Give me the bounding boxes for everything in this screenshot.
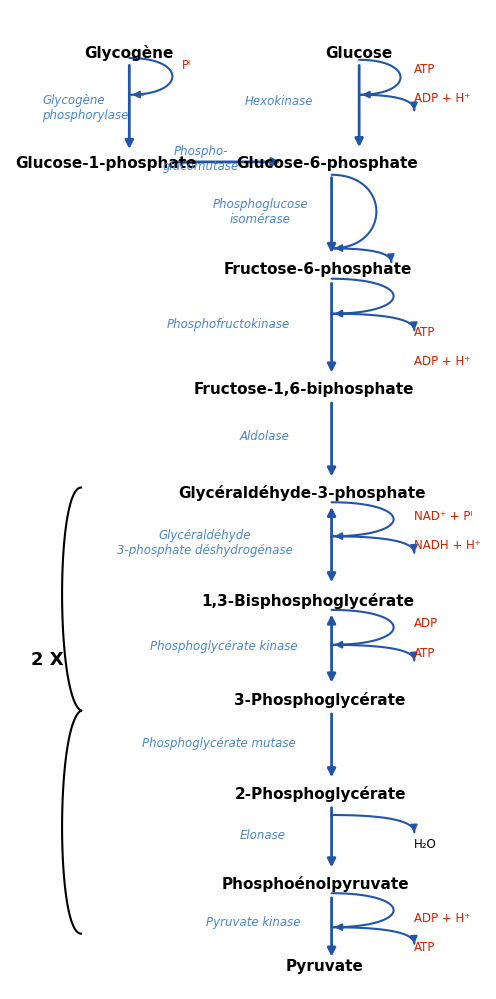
Text: Glycéraldéhyde-3-phosphate: Glycéraldéhyde-3-phosphate	[178, 486, 426, 501]
Text: ADP: ADP	[414, 617, 438, 630]
Text: Phosphofructokinase: Phosphofructokinase	[167, 319, 290, 332]
Text: Phosphoglycérate kinase: Phosphoglycérate kinase	[150, 640, 298, 653]
Text: Glucose: Glucose	[325, 46, 393, 61]
Text: ATP: ATP	[414, 941, 435, 954]
Text: Fructose-1,6-biphosphate: Fructose-1,6-biphosphate	[194, 382, 414, 397]
Text: 3-Phosphoglycérate: 3-Phosphoglycérate	[235, 692, 406, 708]
Text: 1,3-Bisphosphoglycérate: 1,3-Bisphosphoglycérate	[201, 592, 414, 608]
Text: Glycogène: Glycogène	[85, 45, 174, 61]
Text: ADP + H⁺: ADP + H⁺	[414, 911, 471, 924]
Text: Glycéraldéhyde
3-phosphate déshydrogénase: Glycéraldéhyde 3-phosphate déshydrogénas…	[117, 528, 293, 556]
Text: Elonase: Elonase	[240, 829, 286, 842]
Text: Phospho-
glucomutase: Phospho- glucomutase	[162, 145, 239, 173]
Text: Aldolase: Aldolase	[240, 430, 290, 443]
Text: Glucose-1-phosphate: Glucose-1-phosphate	[15, 156, 197, 171]
Text: Phosphoglucose
isomérase: Phosphoglucose isomérase	[212, 198, 308, 226]
Text: Fructose-6-phosphate: Fructose-6-phosphate	[224, 262, 412, 277]
Text: Hexokinase: Hexokinase	[245, 95, 313, 108]
Text: Phosphoénolpyruvate: Phosphoénolpyruvate	[222, 876, 409, 892]
Text: Pyruvate kinase: Pyruvate kinase	[206, 916, 301, 929]
Text: Phosphoglycérate mutase: Phosphoglycérate mutase	[142, 736, 296, 750]
Text: NADH + H⁺: NADH + H⁺	[414, 539, 481, 552]
Text: H₂O: H₂O	[414, 838, 437, 851]
Text: ATP: ATP	[414, 326, 435, 339]
Text: ATP: ATP	[414, 63, 435, 76]
Text: Pᴵ: Pᴵ	[182, 59, 191, 72]
Text: NAD⁺ + Pᴵ: NAD⁺ + Pᴵ	[414, 509, 473, 522]
Text: ADP + H⁺: ADP + H⁺	[414, 92, 471, 105]
Text: Pyruvate: Pyruvate	[286, 959, 364, 974]
Text: ADP + H⁺: ADP + H⁺	[414, 355, 471, 368]
Text: ATP: ATP	[414, 646, 435, 659]
Text: 2 X: 2 X	[31, 651, 64, 669]
Text: 2-Phosphoglycérate: 2-Phosphoglycérate	[234, 786, 406, 802]
Text: Glycogène
phosphorylase: Glycogène phosphorylase	[42, 94, 128, 122]
Text: Glucose-6-phosphate: Glucose-6-phosphate	[236, 156, 418, 171]
